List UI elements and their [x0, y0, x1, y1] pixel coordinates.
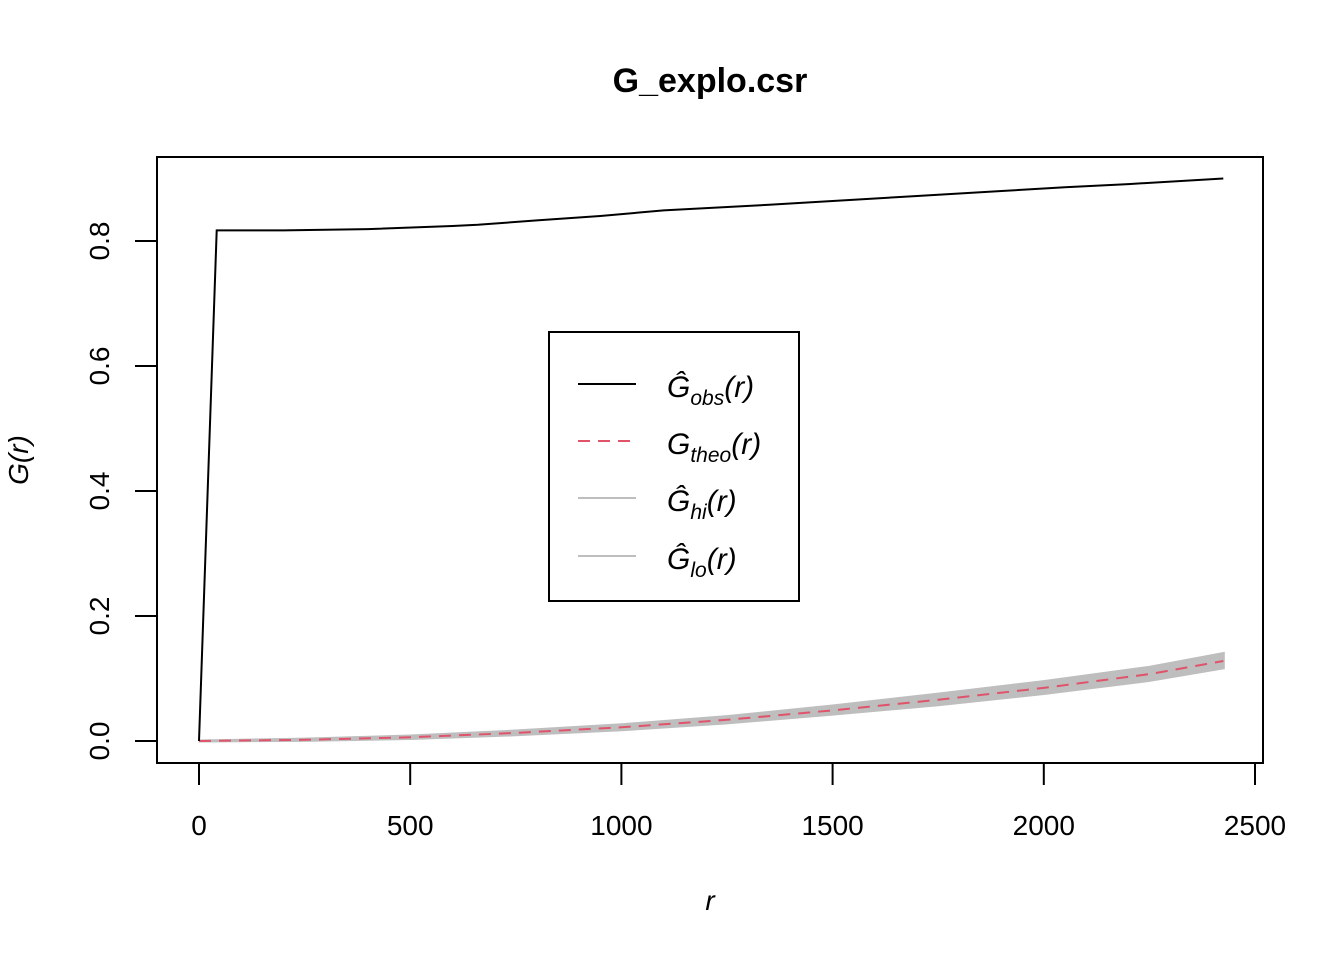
x-tick-label: 2500	[1224, 810, 1286, 841]
series-line-obs	[198, 177, 1224, 742]
x-tick-label: 1000	[590, 810, 652, 841]
y-tick-label: 0.2	[84, 597, 115, 636]
y-tick-label: 0.4	[84, 472, 115, 511]
x-axis-label: r	[705, 885, 716, 916]
envelope-band	[198, 651, 1225, 743]
chart-title: G_explo.csr	[613, 62, 808, 100]
y-tick-label: 0.6	[84, 347, 115, 386]
x-axis: 0 500 1000 1500 2000 2500	[191, 762, 1286, 841]
legend-label-theo: Gtheo(r)	[667, 428, 761, 467]
y-axis: 0.0 0.2 0.4 0.6 0.8	[84, 222, 158, 761]
series-lines	[198, 177, 1224, 742]
legend-label-lo: Ĝlo(r)	[667, 542, 737, 582]
legend-label-obs: Ĝobs(r)	[667, 370, 754, 410]
y-axis-label: G(r)	[3, 435, 34, 485]
y-tick-label: 0.8	[84, 222, 115, 261]
series-line-hi	[198, 652, 1224, 742]
series-line-lo	[198, 666, 1224, 742]
x-tick-label: 500	[387, 810, 434, 841]
x-tick-label: 2000	[1013, 810, 1075, 841]
x-tick-label: 1500	[801, 810, 863, 841]
y-tick-label: 0.0	[84, 722, 115, 761]
series-line-theo	[198, 660, 1224, 742]
legend-label-hi: Ĝhi(r)	[667, 484, 737, 524]
x-tick-label: 0	[191, 810, 207, 841]
legend: Ĝobs(r) Gtheo(r) Ĝhi(r) Ĝlo(r)	[548, 331, 800, 602]
envelope-area	[198, 651, 1225, 743]
